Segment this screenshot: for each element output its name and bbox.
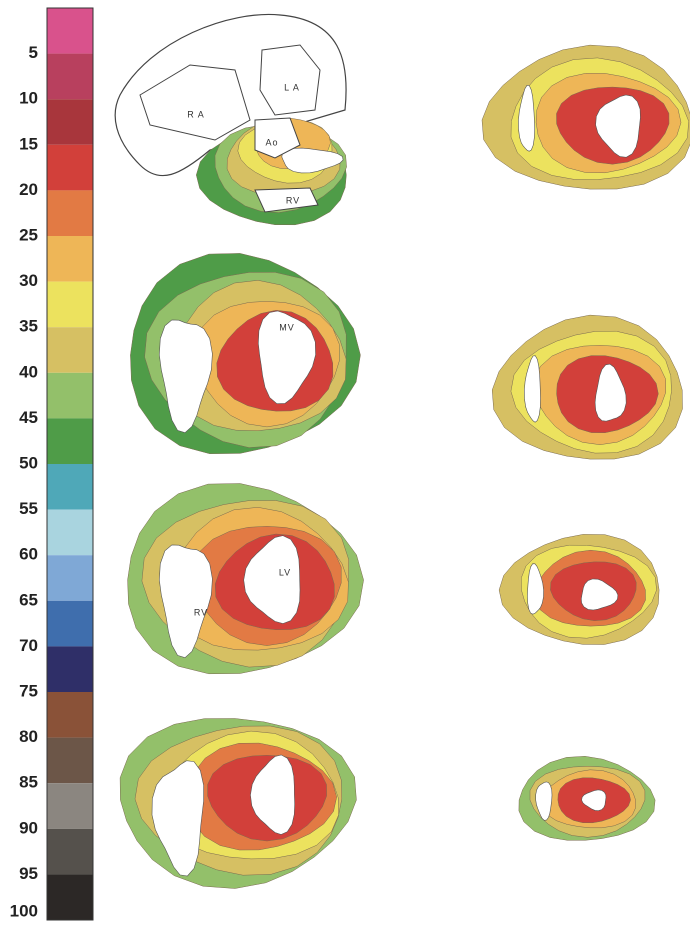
chamber-label: R A — [187, 109, 205, 119]
heart-section — [128, 484, 364, 674]
scale-label: 55 — [19, 499, 38, 518]
scale-band — [47, 692, 93, 738]
scale-label: 20 — [19, 180, 38, 199]
heart-section — [492, 315, 682, 459]
heart-section — [482, 45, 690, 189]
scale-band — [47, 464, 93, 510]
scale-label: 60 — [19, 545, 38, 564]
scale-label: 80 — [19, 727, 38, 746]
scale-band — [47, 646, 93, 692]
scale-band — [47, 874, 93, 920]
chamber-label: LV — [279, 567, 291, 577]
chamber-label: L A — [284, 82, 300, 92]
heart-section — [130, 253, 360, 453]
scale-band — [47, 738, 93, 784]
scale-band — [47, 601, 93, 647]
chamber-label: RV — [194, 607, 208, 617]
scale-label: 30 — [19, 271, 38, 290]
scale-label: 100 — [10, 901, 38, 920]
scale-label: 40 — [19, 362, 38, 381]
scale-label: 5 — [29, 43, 38, 62]
scale-band — [47, 99, 93, 145]
scale-band — [47, 145, 93, 191]
scale-band — [47, 510, 93, 556]
scale-band — [47, 373, 93, 419]
scale-label: 25 — [19, 225, 38, 244]
scale-band — [47, 236, 93, 282]
scale-label: 70 — [19, 636, 38, 655]
heart-section — [499, 534, 659, 644]
heart-section — [519, 756, 655, 840]
scale-label: 85 — [19, 773, 38, 792]
chamber-label: RV — [286, 195, 300, 205]
scale-band — [47, 783, 93, 829]
scale-label: 75 — [19, 681, 38, 700]
chamber-label: Ao — [265, 137, 278, 147]
scale-band — [47, 418, 93, 464]
scale-band — [47, 327, 93, 373]
heart-section — [120, 719, 356, 889]
scale-label: 50 — [19, 453, 38, 472]
scale-band — [47, 8, 93, 54]
scale-band — [47, 282, 93, 328]
scale-label: 90 — [19, 818, 38, 837]
scale-band — [47, 54, 93, 100]
scale-label: 95 — [19, 864, 38, 883]
scale-band — [47, 555, 93, 601]
scale-band — [47, 190, 93, 236]
scale-label: 45 — [19, 408, 38, 427]
scale-label: 10 — [19, 89, 38, 108]
sections — [115, 14, 690, 888]
color-scale: 5 10 15 20 25 30 35 40 45 50 55 60 65 70 75 80 85 90 95 100 — [10, 8, 93, 920]
figure: 5 10 15 20 25 30 35 40 45 50 55 60 65 70 75 80 85 90 95 100… — [0, 0, 690, 925]
scale-band — [47, 829, 93, 875]
scale-label: 15 — [19, 134, 38, 153]
chamber-label: MV — [279, 322, 295, 332]
scale-label: 65 — [19, 590, 38, 609]
scale-label: 35 — [19, 317, 38, 336]
